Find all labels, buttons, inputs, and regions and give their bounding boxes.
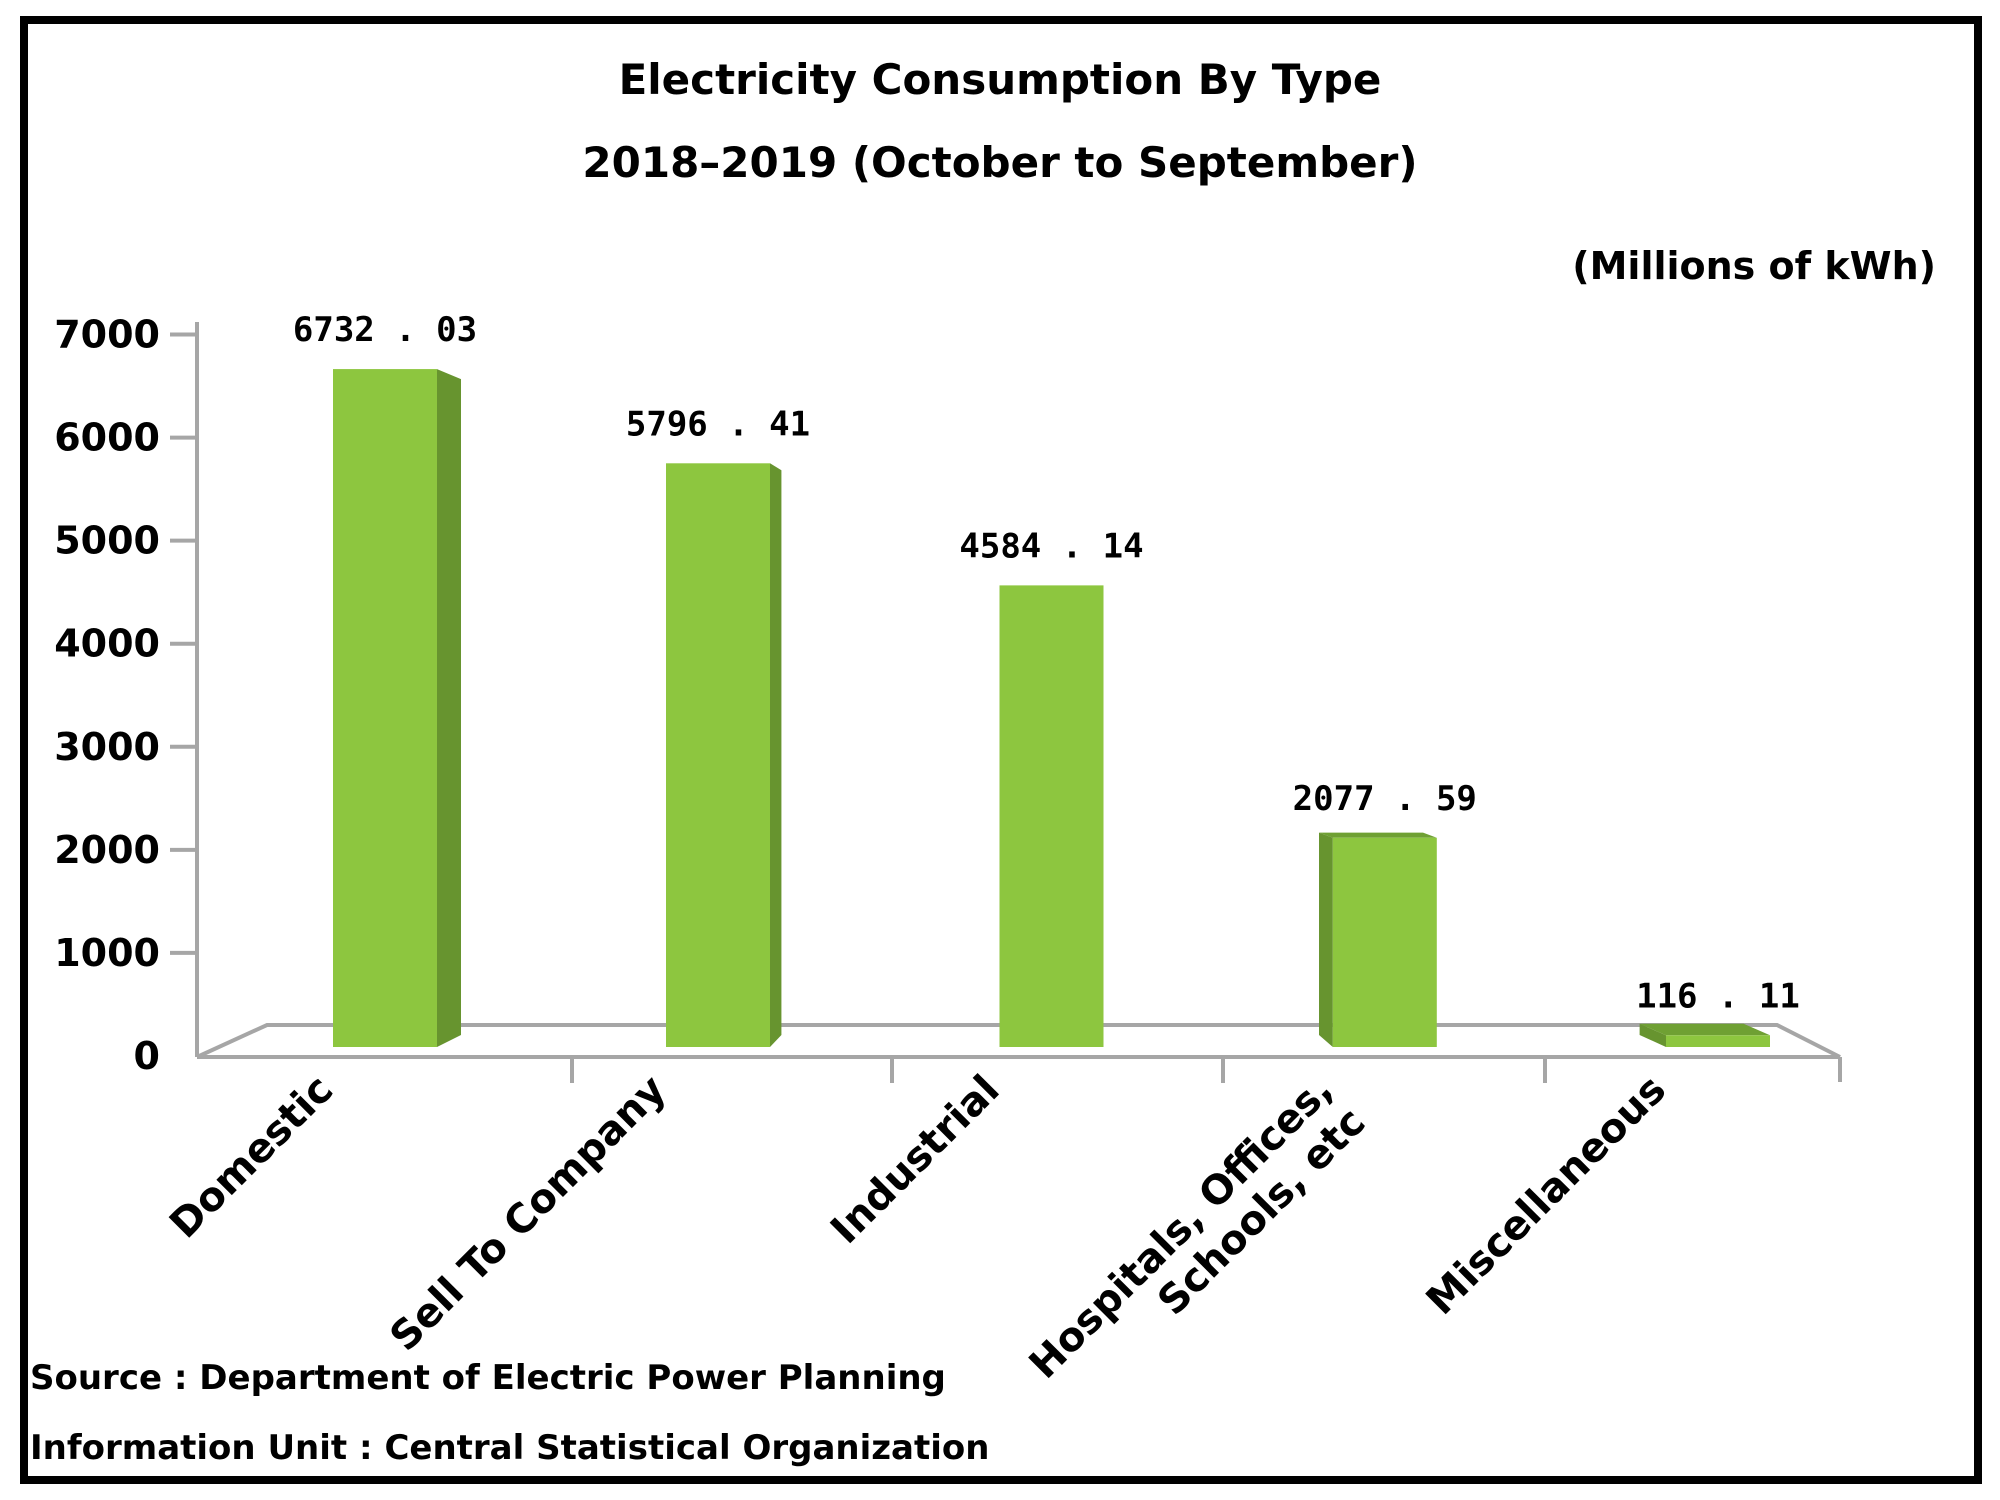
bar-side-domestic [437,369,462,1047]
bar-top-hospitals-offices-schools-etc [1319,832,1437,838]
y-axis-label-6000: 6000 [54,416,160,460]
y-axis-label-1000: 1000 [54,931,160,975]
y-axis-label-7000: 7000 [54,313,160,357]
bar-side-sell-to-company [770,463,782,1047]
bar-miscellaneous [1666,1035,1770,1047]
category-label-miscellaneous: Miscellaneous [1418,1067,1675,1324]
bar-top-miscellaneous [1639,1023,1770,1036]
category-label-sell-to-company: Sell To Company [381,1067,675,1361]
y-axis-label-5000: 5000 [54,519,160,563]
category-label-hospitals-offices-schools-etc-line1: Hospitals, Offices, [1021,1067,1342,1388]
value-label-hospitals-offices-schools-etc: 2077 . 59 [1293,779,1477,819]
y-axis-label-3000: 3000 [54,725,160,769]
information-unit-note: Information Unit : Central Statistical O… [30,1428,990,1468]
y-axis-label-4000: 4000 [54,622,160,666]
bar-side-hospitals-offices-schools-etc [1319,832,1333,1047]
axis-unit-label: (Millions of kWh) [1572,244,1936,288]
bar-sell-to-company [666,463,770,1047]
bar-hospitals-offices-schools-etc [1332,837,1437,1047]
bar-side-miscellaneous [1639,1023,1666,1047]
category-label-industrial: Industrial [822,1067,1008,1253]
y-axis-label-0: 0 [134,1034,160,1078]
chart-subtitle: 2018–2019 (October to September) [582,138,1418,187]
category-label-domestic: Domestic [161,1067,342,1248]
bar-industrial [999,585,1104,1047]
value-label-domestic: 6732 . 03 [293,310,477,350]
bar-domestic [333,369,437,1047]
chart-title: Electricity Consumption By Type [618,55,1382,104]
source-note: Source : Department of Electric Power Pl… [30,1358,946,1398]
value-label-sell-to-company: 5796 . 41 [626,404,810,444]
value-label-industrial: 4584 . 14 [959,526,1143,566]
value-label-miscellaneous: 116 . 11 [1636,976,1800,1016]
y-axis-label-2000: 2000 [54,828,160,872]
